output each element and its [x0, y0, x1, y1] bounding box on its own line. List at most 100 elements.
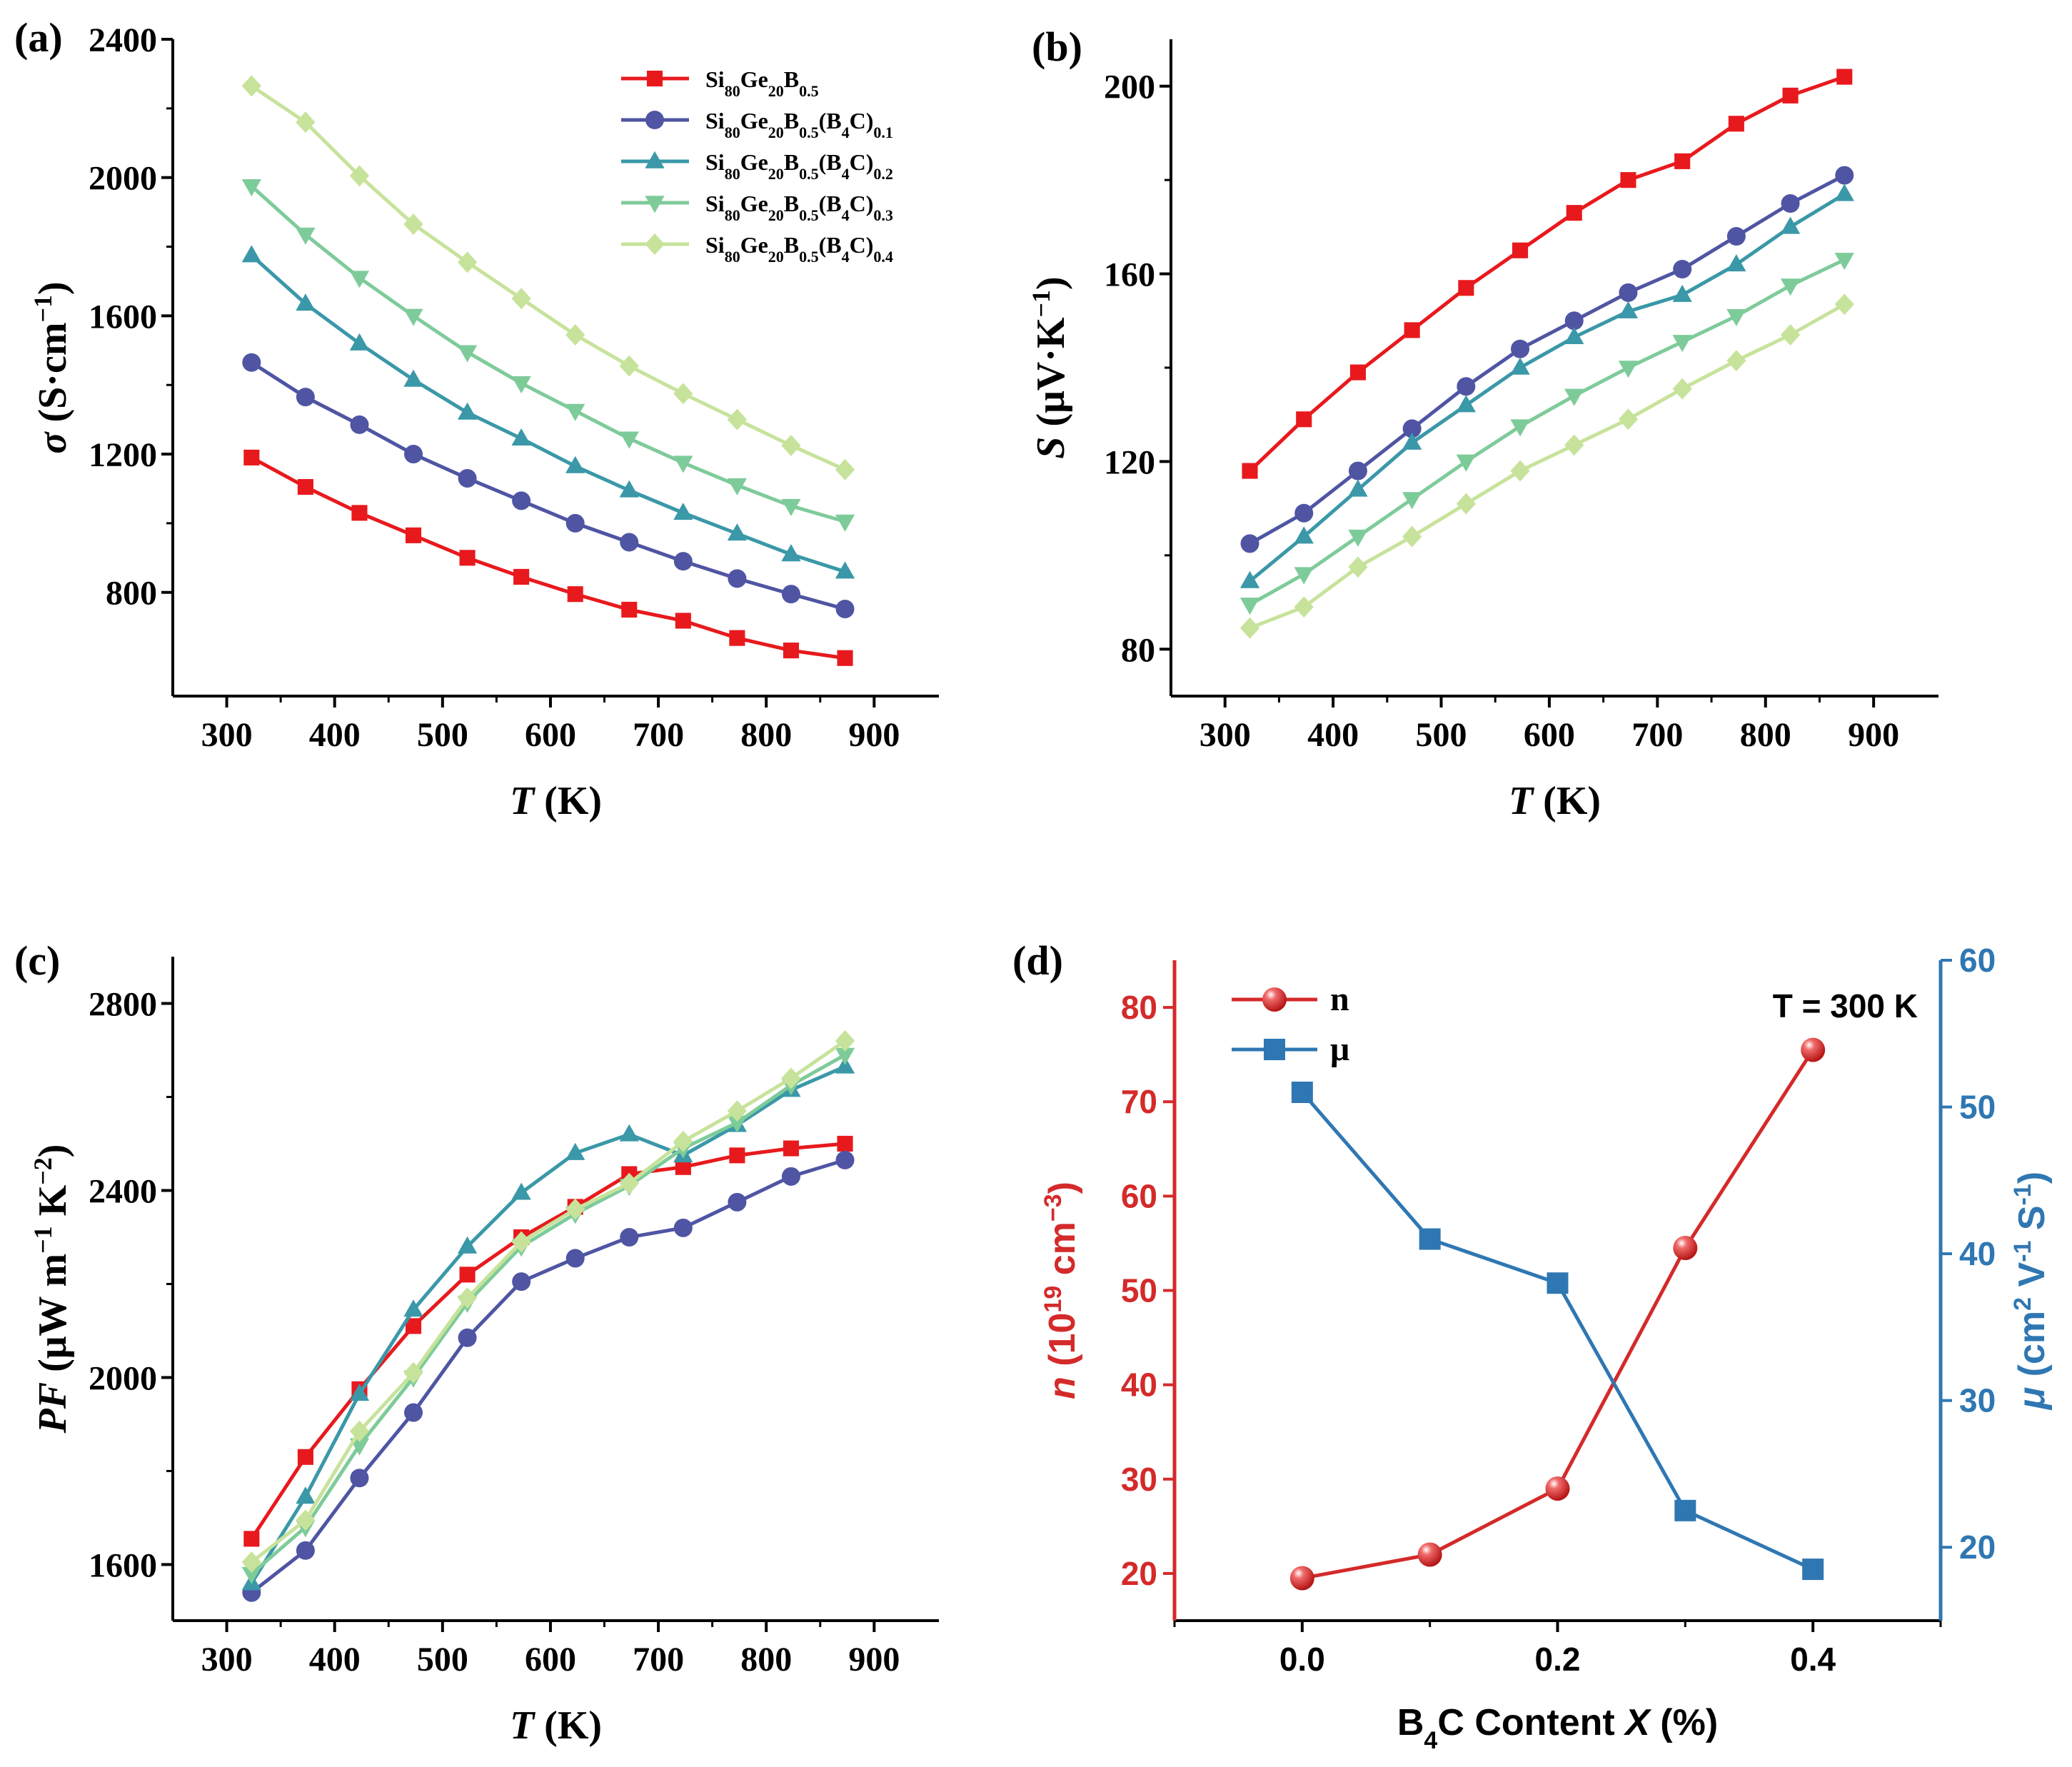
- legend-label-part: 20: [768, 124, 784, 141]
- series-n-point: [1545, 1476, 1570, 1501]
- series-3-point: [727, 478, 748, 495]
- series-3-point: [565, 403, 585, 421]
- series-1-point: [835, 599, 855, 618]
- panel-c: (c) 300 400 500 600 700 800 900 1600 2000 2400 280…: [14, 937, 939, 1748]
- panel-c-label: (c): [14, 937, 60, 984]
- series-3-point: [457, 345, 478, 363]
- y-left-title-part: (10: [1042, 1313, 1083, 1377]
- x-tick-label: 0.4: [1790, 1641, 1836, 1678]
- series-2-point: [511, 428, 531, 446]
- series-2-point: [403, 369, 423, 387]
- legend-3-marker: [645, 196, 665, 213]
- series-0-point: [297, 1449, 313, 1465]
- legend-label-part: 0.5: [799, 165, 819, 183]
- series-0-point: [1404, 322, 1420, 338]
- y-right-tick-label: 30: [1959, 1382, 1996, 1419]
- x-tick-label: 600: [525, 716, 576, 754]
- legend-label-part: 80: [725, 165, 740, 183]
- y-tick-label: 1600: [89, 1546, 157, 1584]
- legend-label-part: Ge: [740, 232, 768, 258]
- y-right-title-part: 2: [2009, 1297, 2036, 1311]
- legend-label-part: C): [850, 108, 874, 134]
- series-2-point: [727, 523, 748, 541]
- series-1-point: [565, 513, 585, 533]
- series-1-point: [404, 1403, 423, 1422]
- y-axis-title-part: (S·cm: [31, 323, 75, 433]
- legend-label-part: Ge: [740, 191, 768, 216]
- series-0-line: [251, 455, 845, 660]
- x-tick-label: 0.2: [1535, 1641, 1581, 1678]
- series-0-point: [1296, 411, 1312, 428]
- series-0-point: [837, 650, 853, 666]
- series-1-point: [728, 569, 747, 588]
- series-0-point: [1512, 242, 1529, 258]
- series-4-point: [565, 324, 585, 346]
- series-2-point: [1672, 284, 1692, 302]
- series-4-line: [250, 1039, 846, 1564]
- series-3-point: [1294, 567, 1314, 585]
- series-3-line: [1249, 258, 1846, 607]
- series-4-point: [1618, 408, 1639, 431]
- legend-label-part: 0.5: [799, 124, 819, 141]
- legend-label-part: 4: [842, 124, 850, 141]
- legend-label-part: 20: [768, 248, 784, 266]
- series-4-point: [349, 1420, 370, 1442]
- series-0-point: [675, 613, 691, 629]
- series-1-line: [1249, 173, 1846, 545]
- series-2-point: [1564, 326, 1584, 345]
- legend-label-part: Si: [705, 149, 725, 175]
- series-1-point: [458, 1328, 477, 1347]
- legend-label-part: 0.5: [799, 206, 819, 224]
- series-2-point: [619, 1124, 639, 1142]
- series-4-point: [835, 458, 855, 480]
- series-2-point: [1294, 526, 1314, 544]
- series-4-point: [781, 434, 801, 456]
- y-left-tick-label: 50: [1121, 1272, 1157, 1309]
- series-1-point: [350, 415, 369, 434]
- series-3-point: [241, 179, 261, 197]
- series-2-point: [1239, 570, 1260, 588]
- x-tick-label: 500: [1416, 716, 1467, 754]
- x-tick-label: 400: [309, 1641, 361, 1678]
- y-tick-label: 160: [1104, 256, 1155, 294]
- series-1-point: [673, 1218, 693, 1237]
- series-1-point: [404, 445, 423, 464]
- legend-label-part: B: [784, 108, 799, 134]
- series-n-point: [1289, 1566, 1314, 1591]
- series-0-point: [783, 643, 800, 659]
- y-tick-label: 2400: [89, 21, 157, 59]
- series-4-point: [619, 355, 639, 377]
- legend-label-part: 4: [842, 165, 850, 183]
- series-4-line: [1249, 303, 1846, 630]
- y-left-axis-title: n (1019 cm−3): [1040, 1182, 1083, 1399]
- series-4-point: [835, 1030, 855, 1052]
- series-0-point: [459, 1267, 476, 1283]
- series-3-point: [673, 455, 693, 473]
- y-left-title-part: 19: [1040, 1286, 1067, 1313]
- legend-label-part: 0.2: [873, 165, 893, 183]
- series-2-point: [296, 293, 316, 311]
- series-4-point: [296, 111, 316, 134]
- series-3-point: [241, 1566, 261, 1584]
- y-right-title-part: S: [2011, 1205, 2053, 1240]
- series-0-point: [243, 1531, 260, 1547]
- y-left-title-part: n: [1042, 1376, 1083, 1399]
- series-1-point: [1726, 227, 1746, 246]
- x-tick-label: 800: [740, 716, 792, 754]
- series-3-point: [835, 1047, 855, 1065]
- x-tick-label: 400: [1307, 716, 1359, 754]
- x-tick-label: 500: [417, 716, 468, 754]
- y-left-tick-label: 60: [1121, 1177, 1157, 1214]
- series-2-point: [1834, 183, 1854, 201]
- y-tick-label: 1600: [89, 298, 157, 336]
- series-2-point: [349, 333, 370, 351]
- x-tick-label: 700: [633, 1641, 684, 1678]
- legend-label-part: 20: [768, 206, 784, 224]
- x-tick-label: 300: [201, 716, 253, 754]
- legend-1-label: Si80Ge20B0.5(B4C)0.1: [705, 108, 893, 141]
- x-axis-title-unit: (K): [1533, 779, 1601, 823]
- y-left-title-part: cm: [1042, 1222, 1083, 1286]
- series-mu-point: [1547, 1272, 1569, 1294]
- series-4-point: [511, 288, 531, 310]
- y-right-title-part: (cm: [2011, 1311, 2053, 1387]
